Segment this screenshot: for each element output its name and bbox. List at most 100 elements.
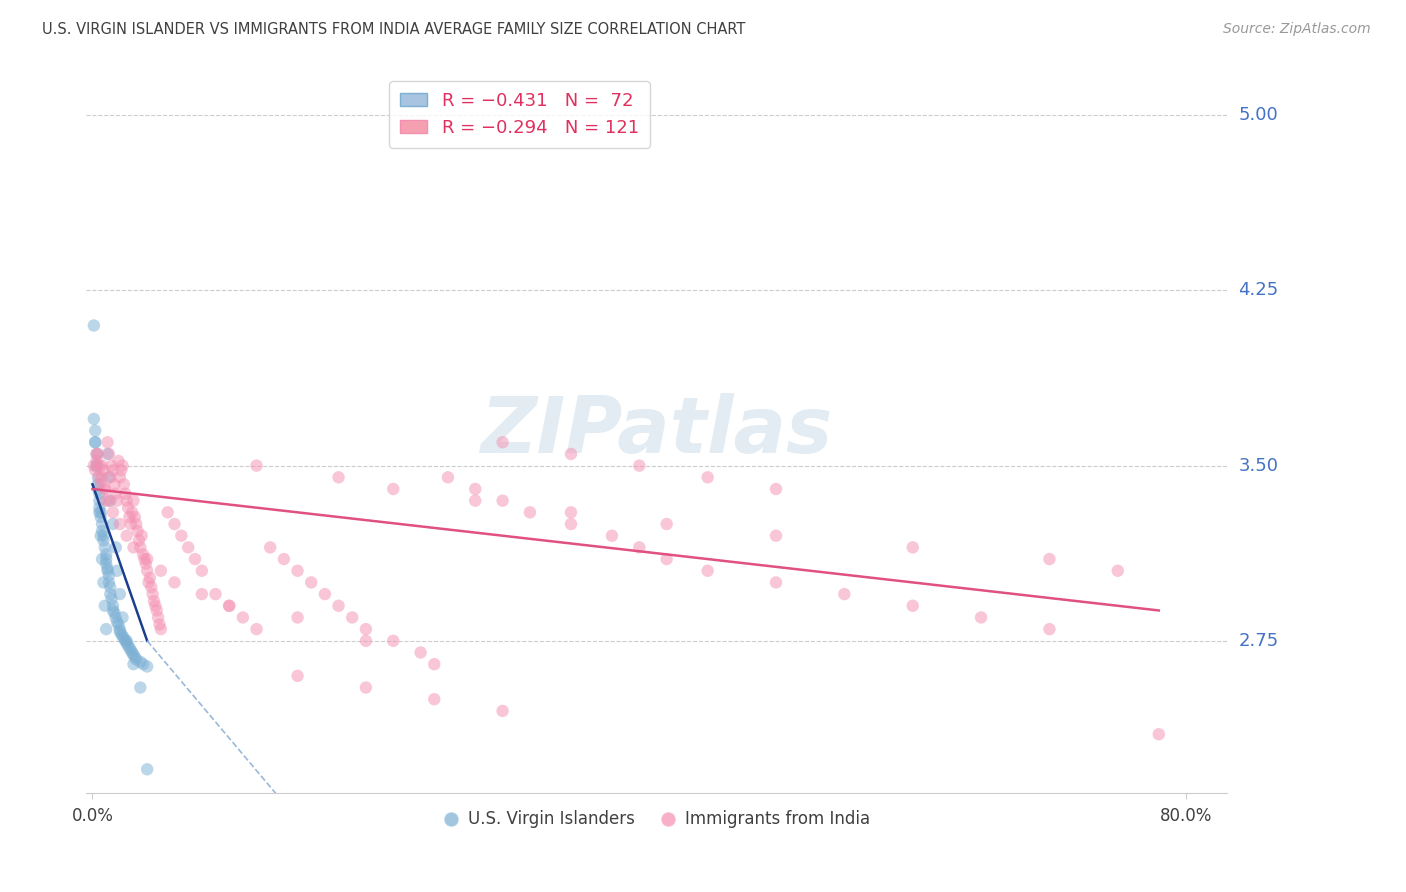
- Point: [696, 470, 718, 484]
- Point: [765, 482, 787, 496]
- Point: [156, 505, 179, 519]
- Point: [1107, 564, 1129, 578]
- Point: [765, 575, 787, 590]
- Text: ZIPatlas: ZIPatlas: [481, 392, 832, 468]
- Point: [273, 552, 295, 566]
- Point: [141, 580, 163, 594]
- Point: [86, 454, 108, 468]
- Point: [1147, 727, 1170, 741]
- Point: [132, 657, 155, 672]
- Point: [115, 493, 138, 508]
- Point: [94, 482, 117, 496]
- Point: [136, 762, 159, 776]
- Point: [1038, 552, 1060, 566]
- Point: [204, 587, 226, 601]
- Point: [101, 463, 124, 477]
- Point: [97, 568, 120, 582]
- Point: [83, 458, 105, 473]
- Point: [519, 505, 541, 519]
- Point: [122, 648, 145, 662]
- Point: [1038, 622, 1060, 636]
- Point: [170, 529, 193, 543]
- Point: [149, 622, 172, 636]
- Text: 3.50: 3.50: [1239, 457, 1278, 475]
- Point: [560, 516, 582, 531]
- Point: [97, 575, 120, 590]
- Point: [382, 633, 405, 648]
- Point: [901, 541, 924, 555]
- Point: [98, 587, 121, 601]
- Point: [110, 463, 132, 477]
- Point: [89, 500, 111, 515]
- Point: [287, 669, 309, 683]
- Point: [94, 541, 117, 555]
- Point: [142, 587, 165, 601]
- Point: [108, 516, 131, 531]
- Point: [91, 516, 114, 531]
- Point: [110, 627, 132, 641]
- Point: [84, 424, 107, 438]
- Point: [120, 516, 142, 531]
- Point: [104, 541, 127, 555]
- Point: [464, 493, 486, 508]
- Point: [101, 603, 124, 617]
- Point: [131, 529, 153, 543]
- Point: [91, 458, 114, 473]
- Point: [120, 643, 142, 657]
- Point: [125, 652, 148, 666]
- Point: [136, 659, 159, 673]
- Point: [600, 529, 623, 543]
- Point: [114, 486, 136, 500]
- Point: [655, 516, 678, 531]
- Point: [218, 599, 240, 613]
- Point: [90, 505, 112, 519]
- Point: [328, 470, 350, 484]
- Text: U.S. VIRGIN ISLANDER VS IMMIGRANTS FROM INDIA AVERAGE FAMILY SIZE CORRELATION CH: U.S. VIRGIN ISLANDER VS IMMIGRANTS FROM …: [42, 22, 745, 37]
- Point: [765, 529, 787, 543]
- Point: [115, 529, 138, 543]
- Point: [114, 633, 136, 648]
- Point: [90, 529, 112, 543]
- Point: [86, 458, 108, 473]
- Point: [128, 533, 150, 548]
- Point: [382, 482, 405, 496]
- Point: [87, 470, 110, 484]
- Point: [101, 505, 124, 519]
- Point: [118, 510, 141, 524]
- Point: [84, 435, 107, 450]
- Point: [91, 470, 114, 484]
- Point: [84, 435, 107, 450]
- Point: [287, 564, 309, 578]
- Point: [89, 486, 111, 500]
- Point: [98, 470, 121, 484]
- Point: [124, 650, 146, 665]
- Point: [129, 655, 152, 669]
- Point: [108, 622, 131, 636]
- Point: [136, 552, 159, 566]
- Point: [121, 505, 143, 519]
- Point: [89, 470, 111, 484]
- Point: [105, 564, 128, 578]
- Point: [122, 541, 145, 555]
- Point: [97, 447, 120, 461]
- Point: [127, 524, 149, 538]
- Point: [125, 516, 148, 531]
- Point: [115, 633, 138, 648]
- Point: [146, 610, 169, 624]
- Point: [105, 615, 128, 629]
- Point: [111, 629, 134, 643]
- Point: [560, 447, 582, 461]
- Point: [145, 599, 167, 613]
- Point: [111, 458, 134, 473]
- Point: [655, 552, 678, 566]
- Point: [218, 599, 240, 613]
- Point: [184, 552, 207, 566]
- Point: [103, 606, 125, 620]
- Point: [245, 622, 267, 636]
- Point: [491, 493, 513, 508]
- Point: [628, 458, 651, 473]
- Point: [96, 557, 118, 571]
- Point: [96, 447, 118, 461]
- Point: [93, 533, 115, 548]
- Text: 2.75: 2.75: [1239, 632, 1278, 649]
